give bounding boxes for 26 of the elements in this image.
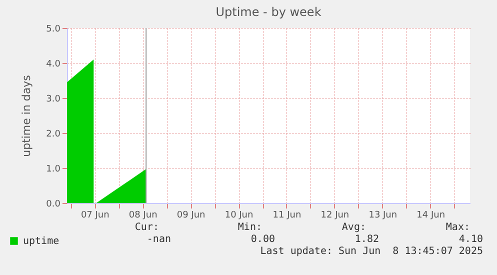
x-tick-label: 08 Jun: [128, 210, 158, 220]
text: -nan: [146, 234, 171, 245]
x-tick-label: 11 Jun: [272, 210, 302, 220]
y-tick-label: 0.0: [46, 200, 61, 210]
legend-label: uptime: [23, 236, 60, 247]
text: 0.00: [250, 234, 275, 245]
text: Max:: [446, 222, 470, 233]
x-tick-label: 13 Jun: [368, 210, 398, 220]
y-tick-label: 1.0: [46, 164, 61, 174]
text: 4.10: [458, 234, 483, 245]
y-tick-label: 3.0: [46, 94, 61, 104]
y-tick-label: 2.0: [46, 130, 61, 140]
x-tick-label: 07 Jun: [80, 210, 110, 220]
text: Avg:: [342, 222, 366, 233]
x-tick-label: 10 Jun: [224, 210, 254, 220]
y-axis-title: uptime in days: [20, 74, 34, 157]
x-tick-label: 12 Jun: [320, 210, 350, 220]
x-tick-label: 14 Jun: [416, 210, 446, 220]
x-tick-label: 09 Jun: [176, 210, 206, 220]
text: Cur:: [134, 222, 159, 233]
y-tick-label: 4.0: [46, 60, 61, 70]
text: 1.82: [354, 234, 379, 245]
text: Last update: Sun Jun 8 13:45:07 2025: [260, 246, 483, 257]
text: Min:: [238, 222, 262, 233]
chart-title: Uptime - by week: [216, 5, 322, 19]
y-tick-label: 5.0: [46, 24, 61, 34]
